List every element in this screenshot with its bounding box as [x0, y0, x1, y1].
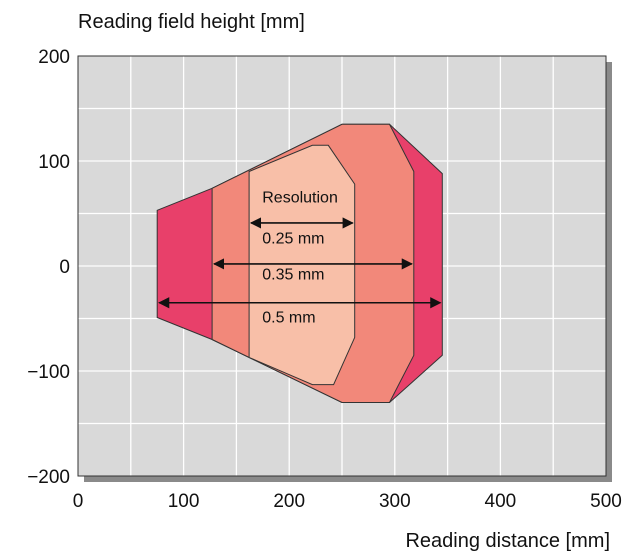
resolution-label-2: 0.25 mm — [262, 231, 324, 248]
y-tick-label: −200 — [27, 467, 70, 488]
x-tick-label: 500 — [590, 491, 622, 512]
resolution-label-1: 0.35 mm — [262, 266, 324, 283]
x-tick-label: 200 — [273, 491, 305, 512]
y-tick-label: 200 — [38, 47, 70, 68]
resolution-label-0: 0.5 mm — [262, 309, 315, 326]
region-2 — [248, 144, 356, 386]
y-tick-labels: 200 100 0 −100 −200 — [27, 47, 70, 488]
y-tick-label: −100 — [27, 362, 70, 383]
y-axis-title: Reading field height [mm] — [78, 11, 305, 33]
x-axis-title: Reading distance [mm] — [405, 530, 610, 552]
x-tick-label: 300 — [379, 491, 411, 512]
y-tick-label: 0 — [59, 257, 70, 278]
y-tick-label: 100 — [38, 152, 70, 173]
resolution-heading: Resolution — [262, 190, 338, 207]
x-tick-label: 0 — [73, 491, 84, 512]
x-tick-labels: 0 100 200 300 400 500 — [73, 491, 622, 512]
x-tick-label: 100 — [168, 491, 200, 512]
plot-border — [77, 55, 607, 477]
resolution-arrows — [158, 217, 442, 309]
x-tick-label: 400 — [485, 491, 517, 512]
resolution-labels: 0.5 mm 0.35 mm 0.25 mm — [262, 231, 324, 327]
